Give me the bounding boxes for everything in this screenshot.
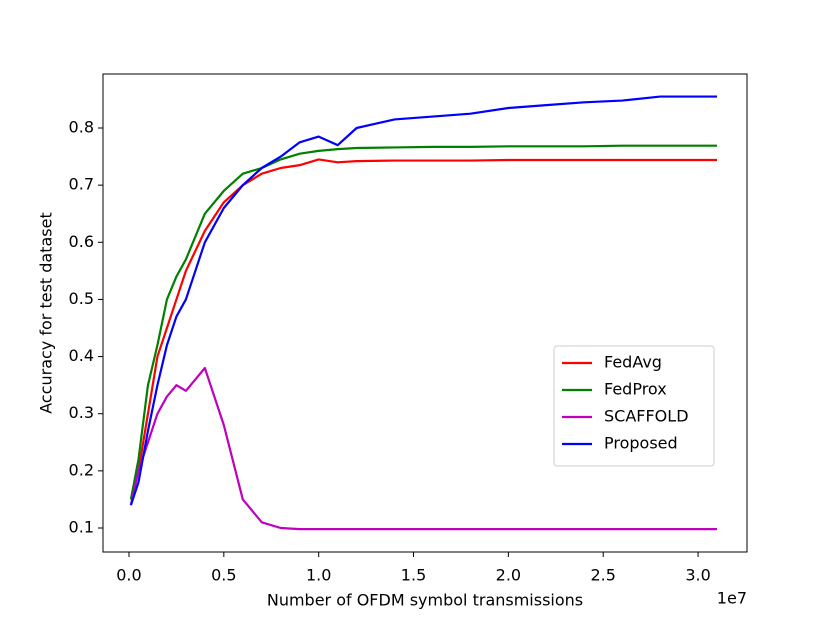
x-tick-label: 0.0 bbox=[116, 566, 141, 585]
x-tick-label: 2.0 bbox=[496, 566, 521, 585]
y-tick-label: 0.8 bbox=[69, 118, 94, 137]
y-tick-label: 0.3 bbox=[69, 403, 94, 422]
legend-box bbox=[553, 345, 715, 467]
y-tick-label: 0.2 bbox=[69, 460, 94, 479]
line-series bbox=[129, 144, 718, 500]
y-tick-label: 0.4 bbox=[69, 346, 94, 365]
line-series bbox=[129, 95, 718, 506]
y-tick-label: 0.6 bbox=[69, 232, 94, 251]
x-tick-label: 3.0 bbox=[685, 566, 710, 585]
legend-label: Proposed bbox=[604, 434, 678, 453]
x-tick-label: 1.5 bbox=[401, 566, 426, 585]
y-tick-label: 0.5 bbox=[69, 289, 94, 308]
x-offset-label: 1e7 bbox=[717, 589, 747, 608]
legend-label: FedProx bbox=[604, 380, 667, 399]
x-tick-label: 2.5 bbox=[590, 566, 615, 585]
line-series bbox=[129, 158, 718, 500]
plot-frame bbox=[102, 73, 748, 553]
x-tick-label: 1.0 bbox=[306, 566, 331, 585]
y-tick-label: 0.7 bbox=[69, 175, 94, 194]
y-axis-label: Accuracy for test dataset bbox=[37, 212, 56, 414]
line-series bbox=[129, 366, 718, 531]
legend-label: SCAFFOLD bbox=[604, 407, 689, 426]
y-tick-label: 0.1 bbox=[69, 518, 94, 537]
x-tick-label: 0.5 bbox=[211, 566, 236, 585]
x-axis-label: Number of OFDM symbol transmissions bbox=[267, 591, 583, 610]
legend-label: FedAvg bbox=[604, 353, 662, 372]
